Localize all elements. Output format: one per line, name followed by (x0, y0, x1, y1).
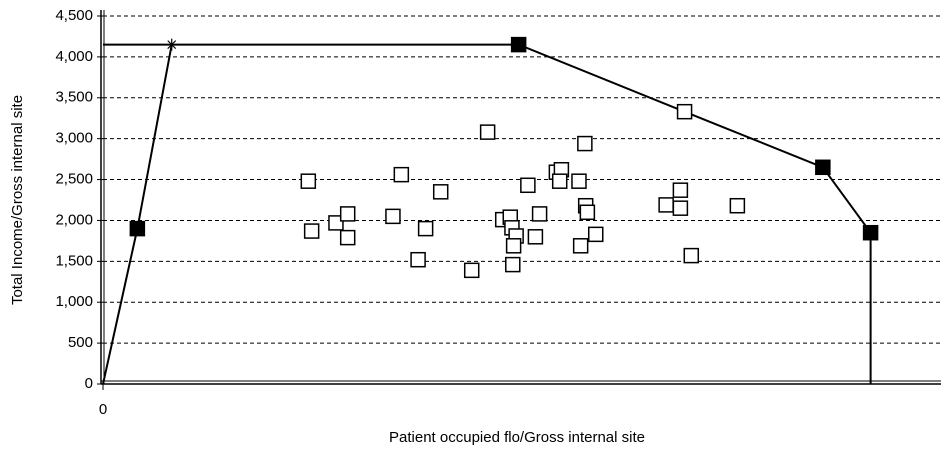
marker (531, 206, 548, 222)
line (102, 43, 872, 385)
y-tick-label: 1,500 (55, 252, 93, 269)
marker (683, 247, 700, 264)
y-tick-label: 3,000 (55, 130, 93, 147)
marker (815, 159, 831, 176)
marker (520, 177, 536, 194)
y-tick-label: 1,000 (55, 293, 93, 310)
marker (385, 208, 401, 225)
marker (579, 204, 596, 221)
x-axis-label: Patient occupied flo/Gross internal site (389, 429, 645, 446)
marker (479, 124, 496, 140)
marker (658, 197, 674, 213)
marker (432, 184, 449, 200)
marker (571, 173, 587, 189)
marker (587, 226, 604, 243)
marker (129, 220, 146, 237)
marker (328, 215, 344, 231)
marker (672, 182, 689, 198)
marker (505, 238, 522, 254)
marker (510, 36, 527, 53)
y-tick-label: 3,500 (55, 89, 93, 106)
marker (300, 173, 317, 189)
x-tick-label: 0 (99, 401, 107, 418)
marker (672, 200, 689, 216)
y-axis-label: Total Income/Gross internal site (9, 95, 26, 305)
marker (410, 251, 426, 268)
y-tick-label: 0 (85, 375, 93, 392)
marker (463, 262, 480, 279)
marker (339, 229, 356, 246)
marker (729, 197, 746, 214)
marker (577, 135, 593, 152)
y-tick-label: 4,000 (55, 48, 93, 65)
marker (417, 220, 434, 237)
marker (393, 166, 410, 183)
y-tick-label: 500 (68, 334, 93, 351)
marker (572, 238, 589, 254)
y-tick-label: 4,500 (55, 7, 93, 24)
marker (303, 223, 320, 239)
y-tick-label: 2,500 (55, 171, 93, 188)
marker (505, 256, 521, 273)
y-tick-label: 2,000 (55, 211, 93, 228)
marker (551, 173, 568, 189)
marker (676, 103, 693, 120)
marker (339, 206, 356, 222)
marker (527, 229, 544, 245)
marker (862, 224, 879, 241)
